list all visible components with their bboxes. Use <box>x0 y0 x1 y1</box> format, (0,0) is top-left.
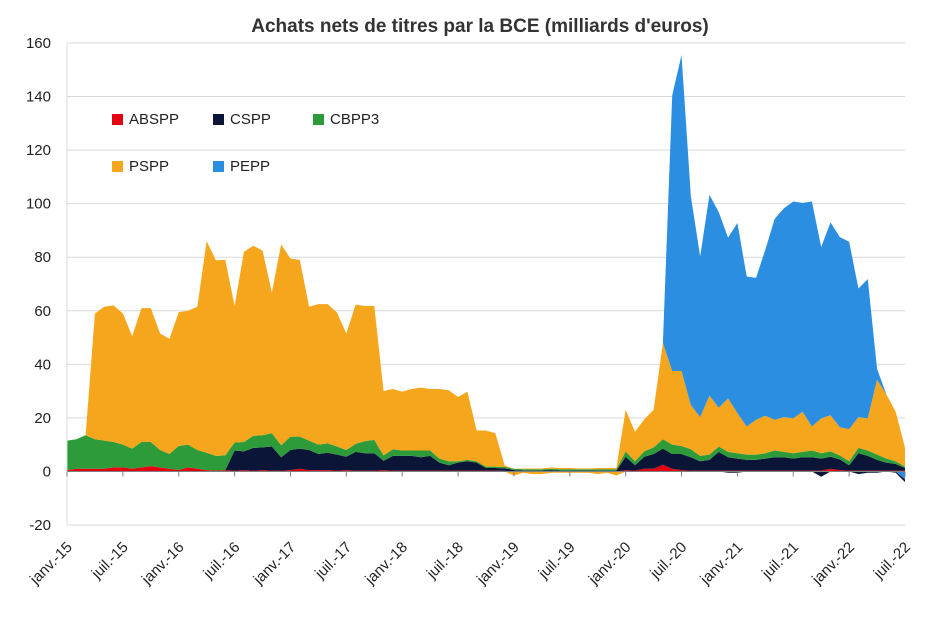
x-tick-label: juil.-22 <box>870 539 914 583</box>
y-tick-label: 140 <box>26 89 51 106</box>
legend-swatch-pepp <box>213 161 224 172</box>
area-cspp <box>67 446 905 472</box>
x-tick-label: juil.-15 <box>88 539 132 583</box>
x-tick-label: janv.-19 <box>473 539 523 589</box>
x-tick-label: juil.-19 <box>535 539 579 583</box>
x-tick-label: juil.-17 <box>311 539 355 583</box>
legend-label-cspp: CSPP <box>230 111 271 128</box>
area-negative-cspp <box>67 471 905 483</box>
legend-swatch-pspp <box>112 161 123 172</box>
y-axis-ticks: -20 0 20 40 60 80 100 120 140 160 <box>26 35 51 534</box>
y-tick-label: 160 <box>26 35 51 52</box>
x-tick-label: janv.-21 <box>697 539 747 589</box>
y-tick-label: 20 <box>34 410 51 427</box>
area-negative-pspp <box>67 471 905 480</box>
x-tick-label: juil.-18 <box>423 539 467 583</box>
series-areas <box>67 55 905 483</box>
area-abspp <box>67 464 905 472</box>
legend-swatch-abspp <box>112 114 123 125</box>
legend-label-pepp: PEPP <box>230 158 270 175</box>
legend-label-abspp: ABSPP <box>129 111 179 128</box>
x-tick-label: juil.-20 <box>646 539 690 583</box>
x-tick-label: juil.-21 <box>758 539 802 583</box>
x-tick-label: juil.-16 <box>199 539 243 583</box>
area-negative-pepp <box>67 471 905 480</box>
axes <box>66 43 905 525</box>
legend-swatch-cbpp3 <box>313 114 324 125</box>
chart-title: Achats nets de titres par la BCE (millia… <box>251 16 708 37</box>
x-tick-label: janv.-15 <box>26 539 76 589</box>
x-tick-label: janv.-22 <box>808 539 858 589</box>
legend-label-cbpp3: CBPP3 <box>330 111 379 128</box>
area-pepp <box>67 55 905 469</box>
legend-swatch-cspp <box>213 114 224 125</box>
x-tick-label: janv.-16 <box>138 539 188 589</box>
x-tick-label: janv.-18 <box>361 539 411 589</box>
y-tick-label: -20 <box>29 517 51 534</box>
x-axis-ticks: janv.-15 juil.-15 janv.-16 juil.-16 janv.-17… <box>26 471 914 588</box>
x-tick-label: janv.-17 <box>250 539 300 589</box>
area-cbpp3 <box>67 433 905 471</box>
legend-label-pspp: PSPP <box>129 158 169 175</box>
area-pspp <box>67 241 905 470</box>
y-tick-label: 120 <box>26 142 51 159</box>
y-tick-label: 60 <box>34 303 51 320</box>
y-tick-label: 40 <box>34 356 51 373</box>
y-tick-label: 80 <box>34 249 51 266</box>
x-tick-label: janv.-20 <box>585 539 635 589</box>
y-tick-label: 100 <box>26 196 51 213</box>
y-tick-label: 0 <box>43 463 51 480</box>
legend: ABSPP CSPP CBPP3 PSPP PEPP <box>112 111 379 175</box>
